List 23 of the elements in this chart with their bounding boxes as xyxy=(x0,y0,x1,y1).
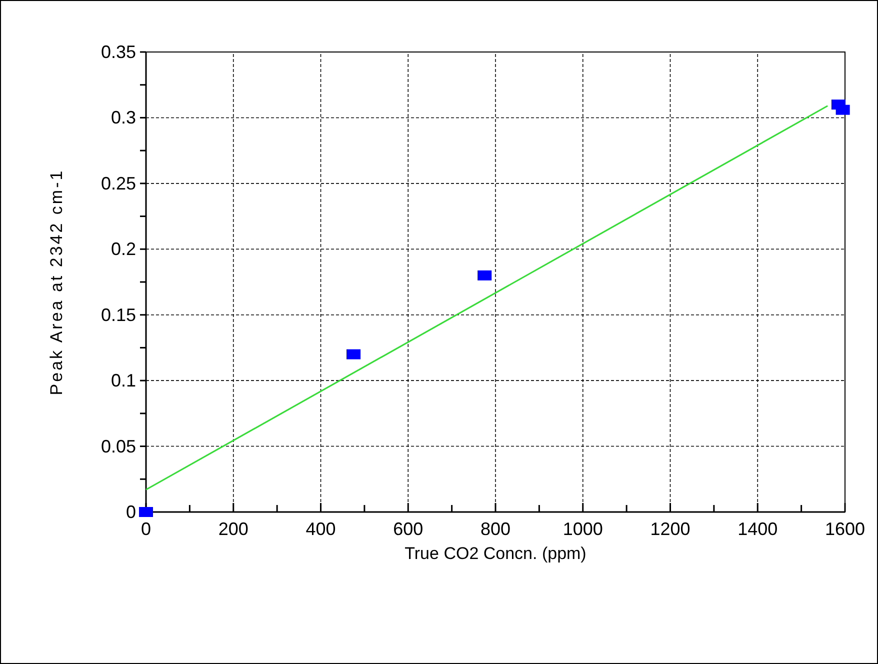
x-tick-label: 200 xyxy=(218,519,248,539)
x-tick-label: 1000 xyxy=(562,519,603,539)
x-tick-label: 1200 xyxy=(650,519,690,539)
y-tick-label: 0.1 xyxy=(110,370,136,391)
x-tick-label: 0 xyxy=(140,519,152,539)
y-tick-label: 0.05 xyxy=(100,436,136,456)
y-axis-title: Peak Area at 2342 cm-1 xyxy=(47,168,66,396)
y-tick-label: 0.25 xyxy=(100,173,136,194)
y-tick-label: 0.15 xyxy=(100,304,136,325)
x-tick-label: 600 xyxy=(393,519,424,539)
x-tick-label: 800 xyxy=(480,519,511,539)
y-tick-label: 0.3 xyxy=(110,108,136,128)
x-axis-title: True CO2 Concn. (ppm) xyxy=(404,544,586,563)
y-tick-label: 0.35 xyxy=(100,42,136,62)
x-tick-label: 1600 xyxy=(824,519,866,539)
point xyxy=(478,270,492,280)
x-tick-label: 1400 xyxy=(738,519,778,539)
point xyxy=(346,349,361,360)
point xyxy=(836,104,850,115)
point xyxy=(139,507,153,517)
x-tick-label: 400 xyxy=(306,519,336,539)
y-tick-label: 0.2 xyxy=(110,239,136,260)
y-tick-label: 0 xyxy=(126,502,136,522)
